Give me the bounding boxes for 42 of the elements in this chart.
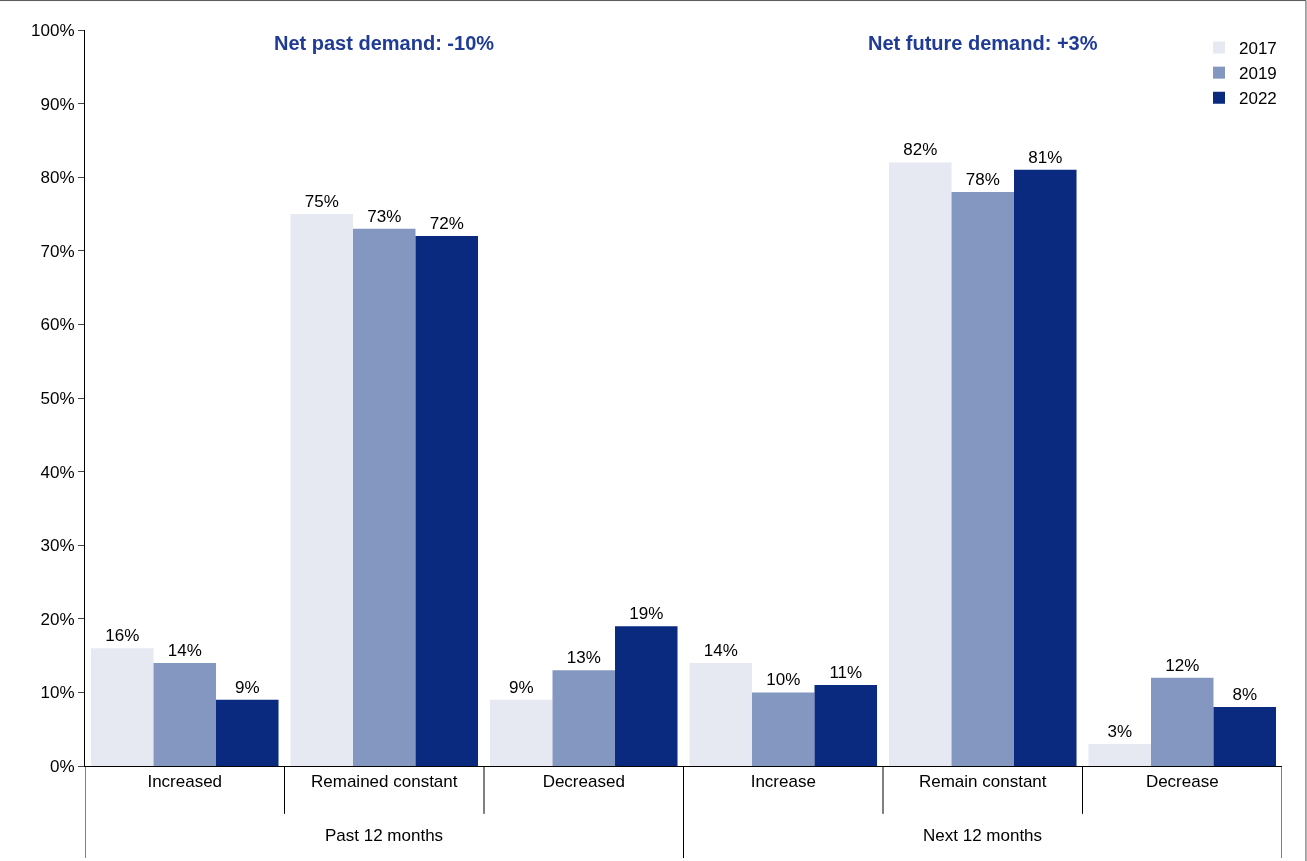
data-label: 82% — [903, 140, 938, 160]
y-tick-label: 10% — [40, 683, 75, 703]
data-label: 16% — [105, 626, 140, 646]
data-label: 75% — [304, 192, 339, 211]
text: Past 12 months — [325, 826, 444, 845]
x-tick-label: Remained constant — [311, 772, 458, 792]
y-tick-label: 80% — [40, 168, 75, 188]
y-tick-label: 40% — [40, 462, 75, 482]
y-tick-label: 0% — [50, 756, 75, 776]
annotation: Net past demand: -10% — [274, 32, 495, 54]
data-label: 14% — [167, 640, 202, 660]
data-label: 72% — [429, 214, 464, 234]
data-label: 3% — [1107, 721, 1133, 741]
annotation: Net future demand: +3% — [868, 32, 1098, 54]
legend-label: 2019 — [1239, 64, 1277, 84]
data-label: 8% — [1232, 685, 1258, 705]
y-tick-label: 100% — [31, 20, 75, 40]
data-label: 73% — [367, 206, 402, 226]
data-label: 78% — [965, 169, 1000, 189]
x-tick-label: Decrease — [1145, 772, 1219, 792]
y-tick-label: 50% — [40, 388, 75, 408]
data-label: 12% — [1165, 655, 1200, 675]
y-tick-label: 60% — [40, 315, 75, 335]
x-tick-label: Increase — [750, 772, 816, 792]
x-tick-label: Decreased — [542, 772, 625, 792]
data-label: 9% — [508, 677, 534, 697]
y-tick-label: 30% — [40, 536, 75, 556]
data-label: 9% — [234, 677, 260, 697]
x-tick-label: Increased — [147, 772, 223, 792]
data-label: 81% — [1028, 147, 1063, 167]
text: Next 12 months — [923, 826, 1043, 845]
data-label: 14% — [703, 640, 738, 660]
data-label: 11% — [829, 663, 863, 683]
legend-label: 2017 — [1239, 39, 1277, 59]
legend-label: 2022 — [1239, 89, 1277, 109]
y-tick-label: 70% — [40, 241, 75, 261]
data-label: 10% — [766, 670, 801, 690]
data-label: 19% — [629, 604, 664, 624]
y-tick-label: 20% — [40, 609, 75, 629]
data-label: 13% — [566, 648, 601, 668]
y-tick-label: 90% — [40, 94, 75, 114]
x-tick-label: Remain constant — [918, 772, 1047, 792]
